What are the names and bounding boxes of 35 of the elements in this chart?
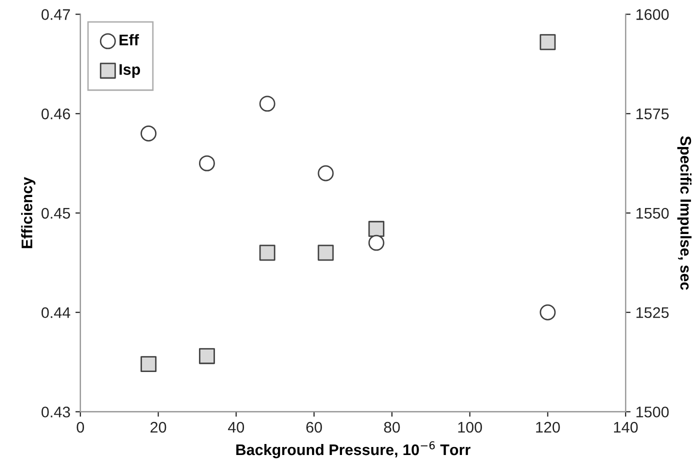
x-tick-label: 100	[458, 422, 482, 433]
point	[140, 126, 157, 142]
point	[540, 304, 556, 320]
y-axis-title: Efficiency	[21, 177, 36, 248]
point	[318, 165, 334, 182]
y-tick-label: 0.46	[42, 108, 70, 120]
point	[368, 234, 384, 251]
x-tick-label: 140	[614, 422, 638, 433]
x-axis-title: Background Pressure, 10$^{−6}$ Torr	[236, 441, 470, 458]
point	[259, 244, 276, 261]
y-tick-label: 0.45	[42, 208, 70, 219]
x-tick-label: 0	[76, 422, 84, 433]
x-tick-label: 80	[384, 422, 400, 433]
legend-label: Isp	[120, 64, 140, 78]
point	[540, 34, 556, 50]
y-tick-label: 0.43	[42, 406, 70, 418]
x-tick-label: 20	[150, 422, 166, 433]
y2-tick-label: 1600	[636, 9, 669, 20]
x-tick-label: 60	[306, 422, 322, 433]
y2-tick-label: 1575	[636, 108, 669, 120]
y2-tick-label: 1500	[636, 406, 669, 418]
y-tick-label: 0.47	[42, 9, 70, 20]
point	[259, 96, 276, 112]
point	[140, 356, 157, 372]
y-tick-label: 0.44	[42, 307, 70, 318]
y2-tick-label: 1550	[636, 208, 669, 219]
x-tick-label: 120	[536, 422, 560, 433]
point	[368, 220, 384, 237]
point	[198, 155, 215, 172]
point	[318, 244, 334, 261]
y2-tick-label: 1525	[636, 307, 669, 318]
legend-label: Eff	[120, 34, 139, 46]
y2-axis-title: Specific Impulse, sec	[677, 136, 692, 290]
point	[198, 348, 215, 364]
x-tick-label: 40	[228, 422, 244, 433]
